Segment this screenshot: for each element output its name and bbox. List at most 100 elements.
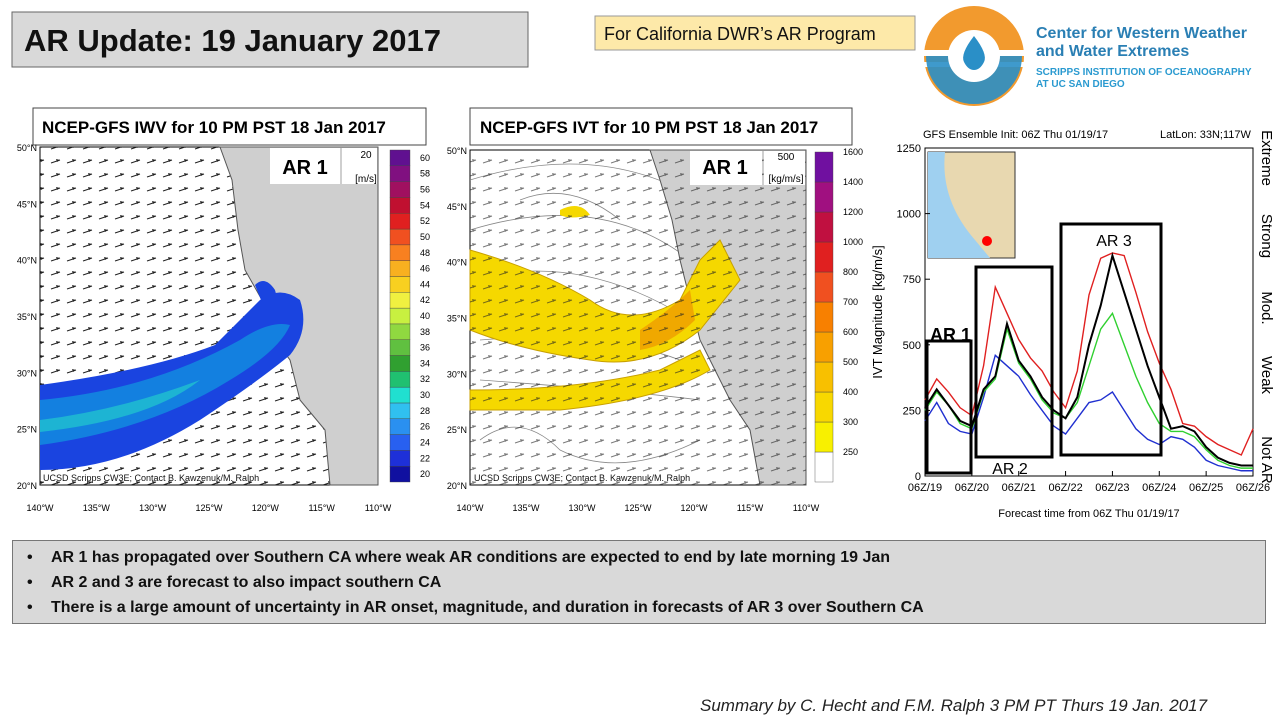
colorbar-label: 1200 xyxy=(843,207,863,217)
colorbar-label: 26 xyxy=(420,422,430,432)
panel-title-box xyxy=(32,107,427,146)
category-label: Mod. xyxy=(1258,291,1275,324)
ensemble-line xyxy=(924,251,1253,467)
credit: UCSD Scripps CW3E; Contact B. Kawzenuk/M… xyxy=(474,473,690,483)
lon-label: 120°W xyxy=(680,503,708,513)
colorbar-swatch xyxy=(389,260,411,277)
colorbar-label: 22 xyxy=(420,453,430,463)
lon-label: 125°W xyxy=(195,503,223,513)
bullets: • AR 1 has propagated over Southern CA wh… xyxy=(12,540,1266,624)
colorbar-label: 60 xyxy=(420,153,430,163)
logo-name: and Water Extremes xyxy=(1036,43,1189,60)
ivt-map: AR 1 500 [kg/m/s] UCSD Scripps CW3E; Con… xyxy=(469,149,807,486)
colorbar-swatch xyxy=(389,450,411,467)
vector-unit: [kg/m/s] xyxy=(768,174,803,185)
logo-sub: SCRIPPS INSTITUTION OF OCEANOGRAPHY xyxy=(1036,67,1252,78)
map-label: AR 1 xyxy=(702,157,748,179)
inset-map xyxy=(927,151,1016,259)
colorbar-label: 50 xyxy=(420,232,430,242)
x-tick-label: 06Z/19 xyxy=(908,482,942,494)
chart-title: GFS Ensemble Init: 06Z Thu 01/19/17 xyxy=(923,129,1108,141)
colorbar-swatch xyxy=(389,339,411,356)
panel-title: NCEP-GFS IVT for 10 PM PST 18 Jan 2017 xyxy=(480,118,818,137)
x-tick-label: 06Z/22 xyxy=(1048,482,1082,494)
lat-label: 25°N xyxy=(447,425,467,435)
ensemble-line xyxy=(924,252,1254,456)
lat-label: 45°N xyxy=(447,202,467,212)
x-tick-label: 06Z/26 xyxy=(1236,482,1270,494)
y-label: IVT Magnitude [kg/m/s] xyxy=(870,245,885,378)
colorbar-label: 1000 xyxy=(843,237,863,247)
colorbar-label: 800 xyxy=(843,267,858,277)
bullet-dot: • xyxy=(27,574,33,591)
colorbar-swatch xyxy=(389,292,411,309)
y-tick-label: 1000 xyxy=(897,209,921,221)
lon-label: 135°W xyxy=(83,503,111,513)
category-label: Extreme xyxy=(1258,130,1275,186)
colorbar-label: 58 xyxy=(420,169,430,179)
x-tick-label: 06Z/21 xyxy=(1002,482,1036,494)
logo-sub: AT UC SAN DIEGO xyxy=(1036,79,1125,90)
lat-label: 35°N xyxy=(17,312,37,322)
ar-box xyxy=(974,265,1054,459)
lon-label: 110°W xyxy=(365,503,392,513)
colorbar-swatch xyxy=(389,323,411,340)
x-tick-label: 06Z/23 xyxy=(1095,482,1129,494)
lat-label: 35°N xyxy=(447,314,467,324)
colorbar-swatch xyxy=(389,213,411,230)
lat-label: 40°N xyxy=(17,256,37,266)
ivt-chart: 0 250 500 750 1000 1250 06Z/19 06Z/20 06Z/21 06Z/… xyxy=(897,130,1275,494)
bullet: • There is a large amount of uncertainty … xyxy=(27,595,1265,620)
y-tick-label: 1250 xyxy=(897,143,921,155)
vector-ref: 20 xyxy=(360,150,372,161)
logo xyxy=(924,6,1024,106)
colorbar-swatch xyxy=(814,361,834,393)
colorbar-swatch xyxy=(814,301,834,333)
colorbar-label: 400 xyxy=(843,387,858,397)
colorbar-label: 44 xyxy=(420,279,430,289)
colorbar-swatch xyxy=(389,307,411,325)
x-tick-label: 06Z/25 xyxy=(1189,482,1223,494)
bullet-text: AR 1 has propagated over Southern CA whe… xyxy=(51,549,891,566)
y-tick-label: 0 xyxy=(915,471,921,483)
colorbar-swatch xyxy=(814,451,834,483)
colorbar-label: 46 xyxy=(420,264,430,274)
category-label: Strong xyxy=(1258,214,1275,258)
lat-label: 50°N xyxy=(17,143,37,153)
colorbar-swatch xyxy=(389,402,411,419)
colorbar-label: 30 xyxy=(420,390,430,400)
lat-label: 30°N xyxy=(447,369,467,379)
colorbar-swatch xyxy=(389,465,411,483)
colorbar-label: 300 xyxy=(843,417,858,427)
ar-box-label: AR 3 xyxy=(1096,233,1132,250)
colorbar-label: 700 xyxy=(843,297,858,307)
credit: UCSD Scripps CW3E; Contact B. Kawzenuk/M… xyxy=(43,473,259,483)
ar-box xyxy=(925,339,973,475)
lat-label: 45°N xyxy=(17,199,37,209)
colorbar-swatch xyxy=(389,434,411,451)
bullet-dot: • xyxy=(27,549,33,566)
logo-name: Center for Western Weather xyxy=(1036,25,1247,42)
colorbar-swatch xyxy=(814,391,834,423)
program: For California DWR’s AR Program xyxy=(604,24,876,44)
slide: AR Update: 19 January 2017 For Californi… xyxy=(11,6,1275,520)
chart-location: LatLon: 33N;117W xyxy=(1160,129,1252,141)
colorbar-label: 1400 xyxy=(843,177,863,187)
colorbar-label: 1600 xyxy=(843,147,863,157)
colorbar-label: 28 xyxy=(420,406,430,416)
program-box xyxy=(594,15,916,51)
colorbar-label: 36 xyxy=(420,343,430,353)
y-tick-label: 500 xyxy=(903,340,921,352)
colorbar-label: 56 xyxy=(420,185,430,195)
lon-label: 140°W xyxy=(26,503,54,513)
lat-label: 40°N xyxy=(447,258,467,268)
lon-label: 130°W xyxy=(139,503,167,513)
colorbar-swatch xyxy=(814,241,834,273)
ar-box xyxy=(1059,222,1163,457)
colorbar-label: 250 xyxy=(843,447,858,457)
colorbar-label: 40 xyxy=(420,311,430,321)
colorbar-swatch xyxy=(814,271,834,303)
vector-unit: [m/s] xyxy=(355,174,377,185)
colorbar-label: 38 xyxy=(420,327,430,337)
